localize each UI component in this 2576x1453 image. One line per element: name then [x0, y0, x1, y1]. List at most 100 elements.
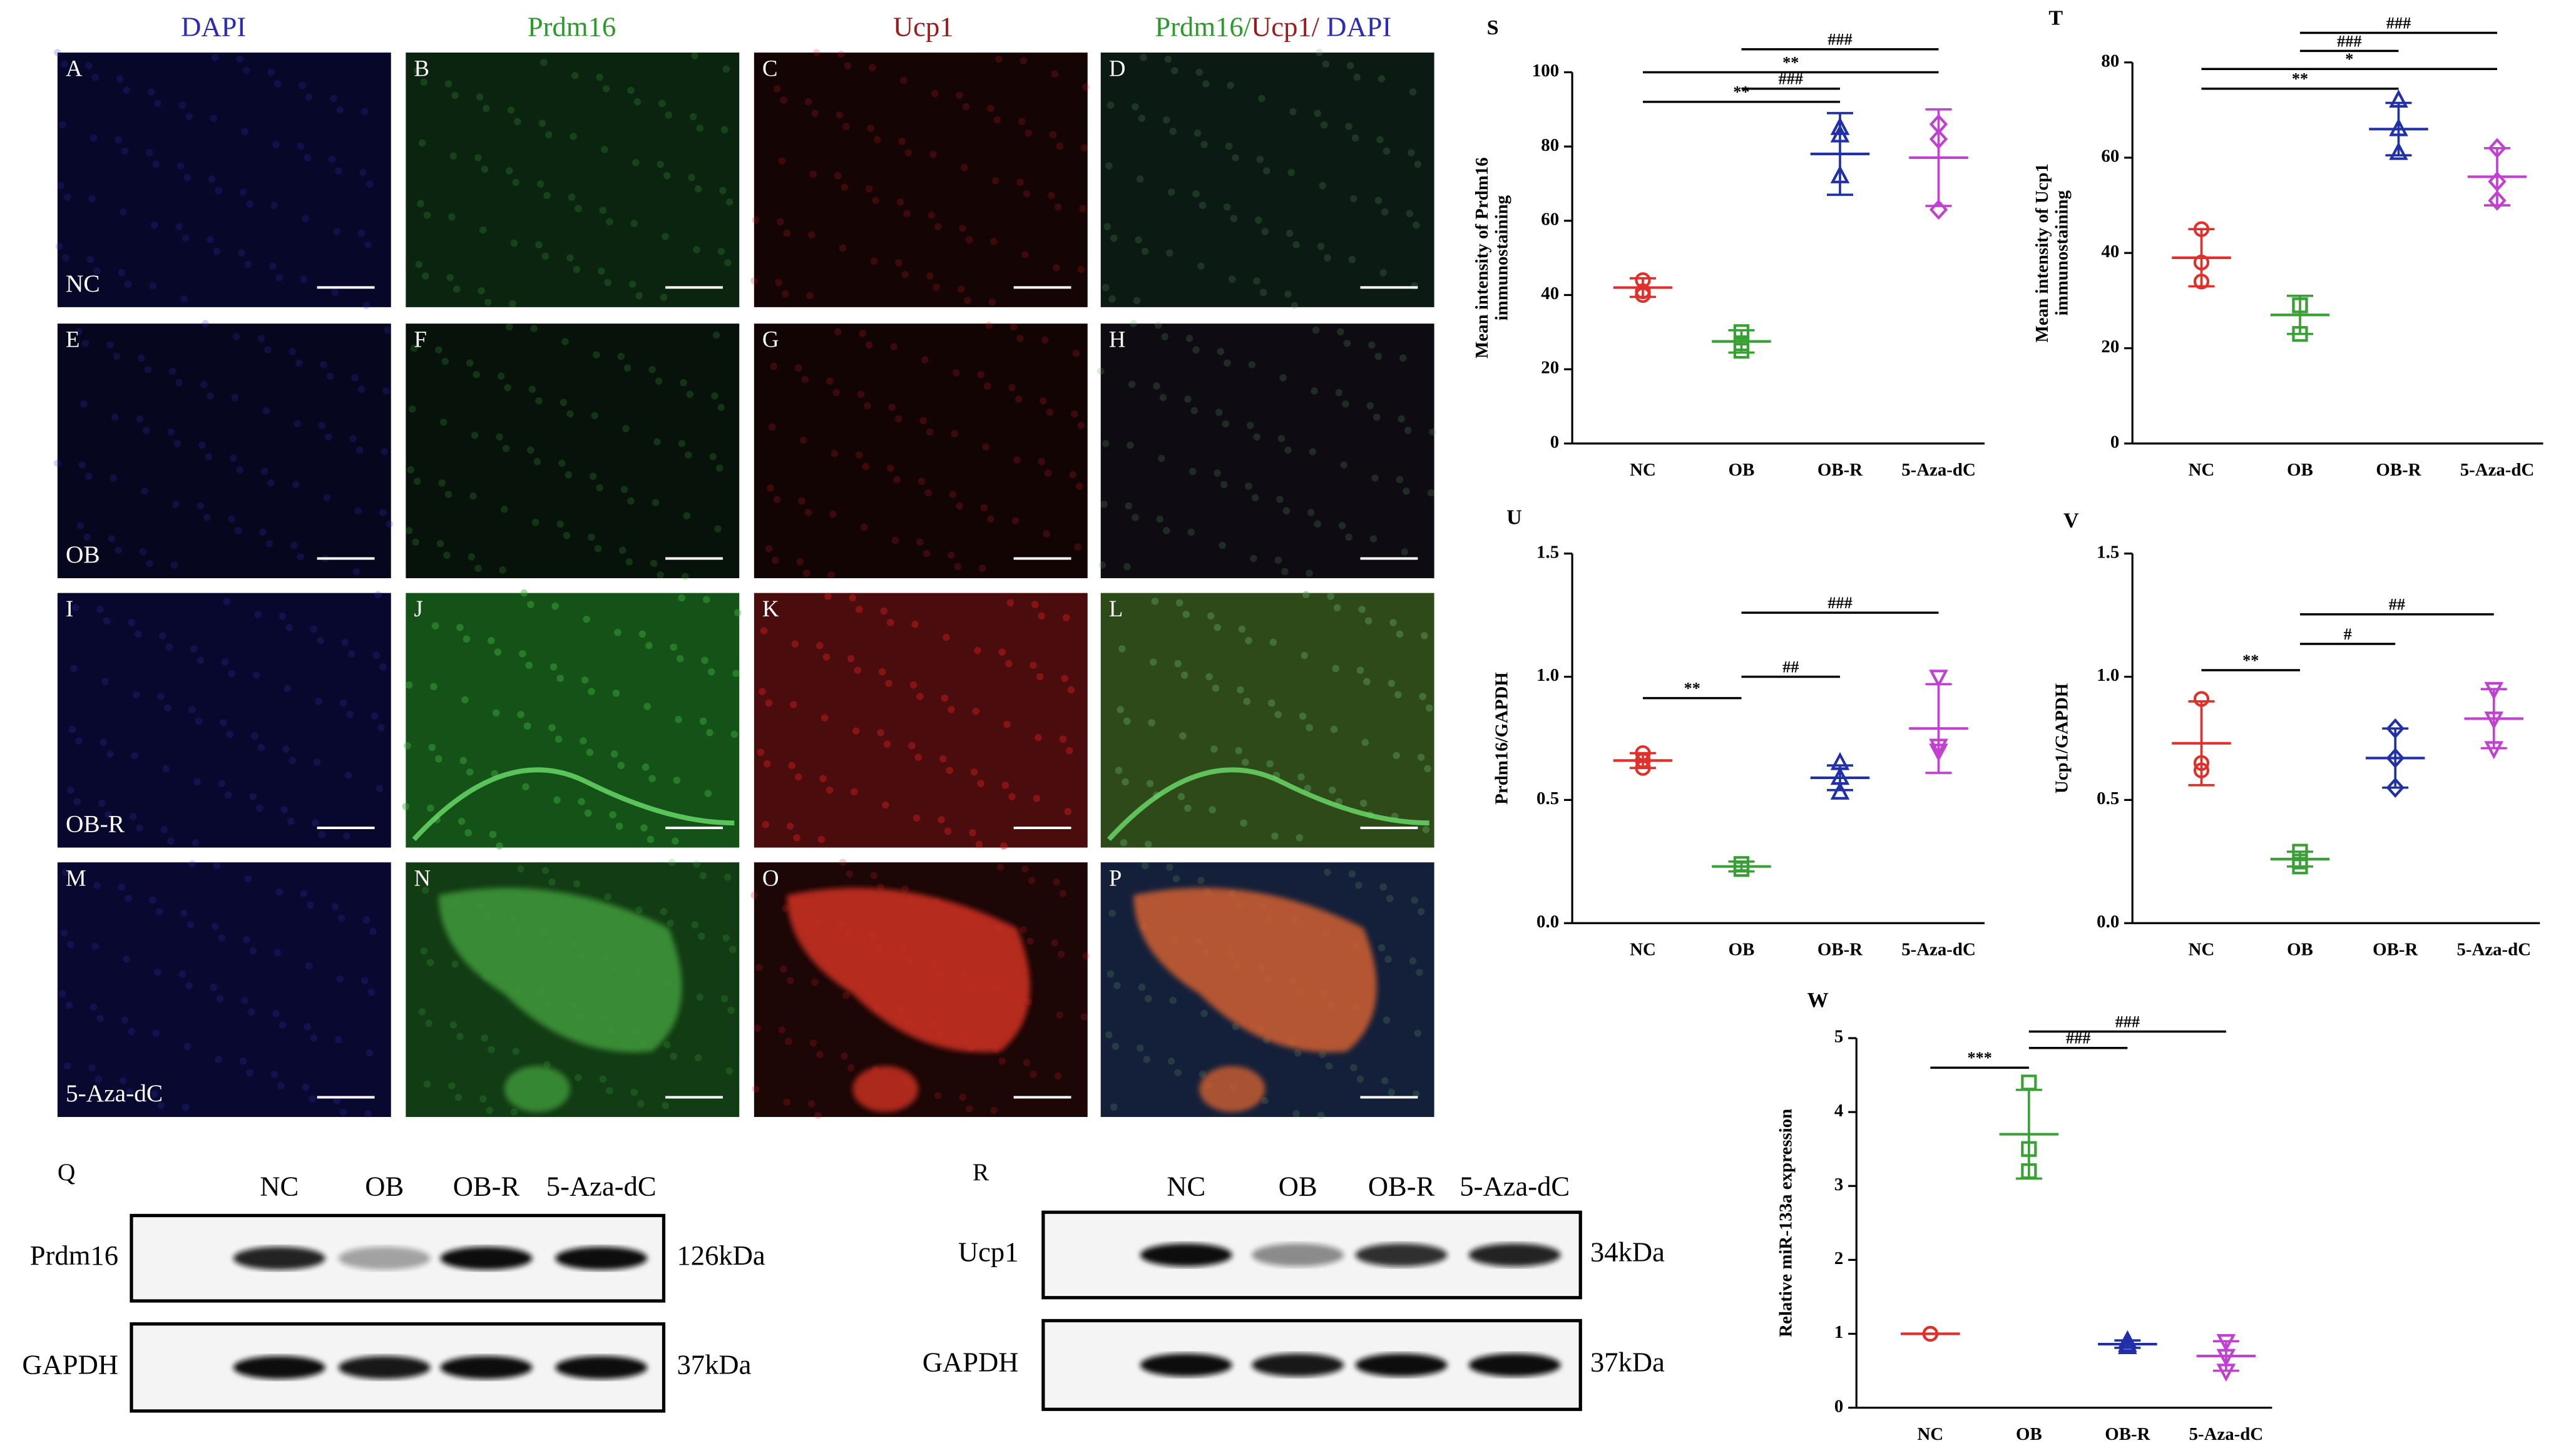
texture — [757, 748, 765, 757]
texture — [323, 494, 331, 502]
texture — [635, 906, 643, 914]
texture — [584, 809, 592, 817]
texture — [1217, 347, 1225, 355]
panel-letter: R — [973, 1158, 989, 1186]
texture — [1210, 745, 1218, 753]
texture — [1368, 341, 1376, 349]
y-tick-label: 40 — [1541, 283, 1559, 303]
significance-label: ### — [1827, 594, 1852, 612]
texture — [573, 265, 581, 273]
texture — [1036, 673, 1044, 681]
texture — [1164, 55, 1172, 63]
texture — [941, 694, 949, 702]
texture — [136, 415, 143, 423]
texture — [172, 501, 180, 508]
texture — [192, 839, 200, 847]
texture — [1302, 591, 1310, 599]
texture — [619, 546, 626, 554]
texture — [272, 1009, 280, 1017]
y-tick-label: 80 — [1541, 135, 1559, 155]
blot-band — [440, 1247, 533, 1270]
texture — [70, 665, 78, 673]
texture — [873, 136, 881, 143]
texture — [367, 988, 376, 996]
texture — [1256, 155, 1264, 163]
y-tick-label: 2 — [1834, 1248, 1843, 1268]
texture — [570, 133, 577, 140]
texture — [934, 1092, 942, 1099]
texture — [857, 390, 865, 398]
texture — [704, 790, 712, 797]
texture — [379, 663, 387, 671]
texture — [788, 762, 796, 770]
texture — [215, 186, 222, 195]
texture — [791, 640, 799, 648]
texture — [1306, 569, 1313, 577]
texture — [1369, 535, 1377, 543]
texture — [312, 819, 319, 827]
data-point — [2386, 777, 2405, 798]
texture — [806, 292, 814, 300]
texture — [609, 811, 616, 818]
texture — [1187, 528, 1195, 536]
texture — [168, 367, 176, 375]
texture — [1188, 467, 1197, 476]
texture — [652, 499, 660, 507]
texture — [468, 553, 476, 561]
texture — [1414, 1029, 1422, 1037]
tissue — [1133, 887, 1377, 1053]
texture — [1404, 426, 1412, 434]
texture — [970, 768, 978, 776]
texture — [533, 457, 541, 466]
texture — [305, 962, 313, 970]
texture — [150, 221, 158, 229]
texture — [628, 280, 636, 288]
texture — [83, 533, 91, 541]
texture — [95, 1075, 103, 1083]
texture — [1245, 482, 1252, 490]
header-part: Prdm16/ — [1155, 11, 1251, 42]
data-point — [1922, 1325, 1938, 1342]
micrograph-image — [754, 324, 1088, 579]
texture — [1190, 407, 1199, 415]
texture — [924, 489, 932, 497]
texture — [439, 418, 447, 426]
texture — [1009, 323, 1018, 331]
texture — [527, 601, 534, 608]
y-tick-label: 100 — [1532, 61, 1559, 81]
texture — [505, 323, 513, 331]
texture — [648, 365, 656, 374]
panel-letter: N — [414, 865, 431, 890]
y-axis-label: Relative miR-133a expression — [1776, 1109, 1796, 1337]
texture — [1285, 229, 1294, 237]
texture — [548, 724, 556, 732]
texture — [1096, 367, 1105, 375]
texture — [336, 975, 344, 983]
y-axis-label: immunostaining — [1492, 195, 1512, 320]
texture — [1225, 142, 1233, 150]
texture — [425, 1019, 432, 1027]
texture — [1372, 413, 1381, 421]
texture — [856, 451, 863, 459]
texture — [1038, 457, 1046, 466]
texture — [647, 835, 655, 844]
texture — [1098, 561, 1107, 569]
texture — [1374, 196, 1383, 205]
texture — [106, 341, 114, 349]
texture — [1141, 247, 1149, 255]
texture — [790, 701, 797, 708]
texture — [213, 247, 221, 255]
texture — [660, 293, 668, 301]
texture — [612, 689, 620, 697]
texture — [1371, 474, 1379, 482]
micrograph: O — [750, 859, 1090, 1119]
texture — [142, 426, 150, 434]
texture — [123, 86, 130, 94]
texture — [817, 835, 825, 844]
texture — [865, 185, 873, 193]
texture — [1016, 334, 1024, 342]
data-point — [2484, 711, 2504, 730]
texture — [251, 732, 258, 740]
texture — [405, 527, 413, 534]
data-point — [2488, 171, 2507, 192]
